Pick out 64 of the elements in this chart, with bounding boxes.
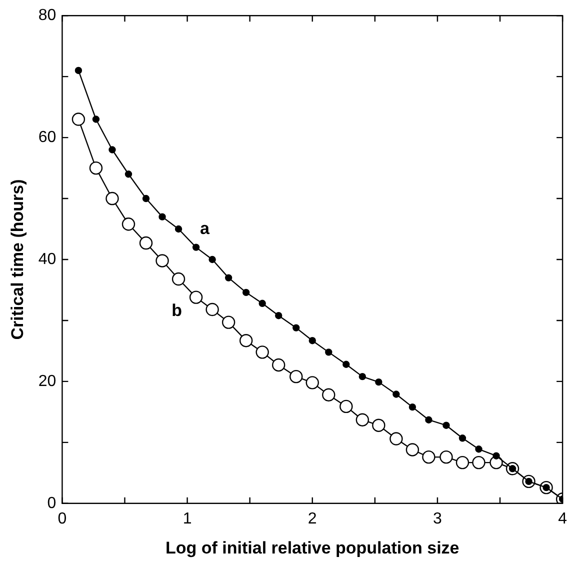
x-axis-title: Log of initial relative population size bbox=[166, 538, 460, 558]
point bbox=[74, 66, 82, 74]
point bbox=[390, 432, 403, 446]
point bbox=[458, 434, 466, 442]
y-tick-label: 60 bbox=[38, 128, 56, 146]
point bbox=[206, 302, 219, 316]
point bbox=[425, 416, 432, 424]
point bbox=[290, 370, 303, 384]
point bbox=[156, 254, 169, 268]
point bbox=[472, 456, 486, 470]
point bbox=[442, 422, 450, 429]
point bbox=[142, 194, 150, 202]
point bbox=[492, 452, 500, 460]
y-tick-label: 40 bbox=[38, 250, 56, 268]
point bbox=[242, 288, 250, 296]
point bbox=[275, 312, 282, 320]
point bbox=[108, 146, 116, 154]
point bbox=[222, 316, 236, 329]
point bbox=[272, 358, 286, 372]
point bbox=[372, 418, 386, 432]
series-label: a bbox=[200, 218, 210, 238]
point bbox=[92, 116, 100, 123]
point bbox=[358, 372, 366, 380]
point bbox=[392, 390, 400, 398]
point bbox=[306, 376, 319, 390]
point bbox=[124, 170, 132, 178]
point bbox=[172, 272, 186, 286]
x-tick-label: 4 bbox=[558, 510, 568, 528]
series-label: b bbox=[172, 300, 182, 320]
x-tick-label: 3 bbox=[433, 510, 442, 528]
point bbox=[342, 360, 350, 368]
point bbox=[422, 450, 436, 464]
point bbox=[475, 446, 482, 453]
point bbox=[258, 300, 266, 307]
point bbox=[406, 443, 420, 456]
point bbox=[325, 348, 332, 356]
point bbox=[174, 225, 182, 233]
point bbox=[122, 218, 136, 231]
point bbox=[239, 334, 253, 348]
point bbox=[158, 213, 166, 220]
point bbox=[340, 400, 353, 414]
point bbox=[208, 256, 216, 264]
point bbox=[322, 388, 336, 402]
point bbox=[408, 403, 416, 411]
point bbox=[356, 413, 370, 426]
point bbox=[375, 378, 382, 386]
point bbox=[292, 324, 300, 332]
x-tick-label: 2 bbox=[308, 510, 317, 528]
point bbox=[440, 450, 453, 464]
point bbox=[308, 336, 316, 344]
point bbox=[224, 274, 232, 282]
point bbox=[106, 192, 119, 206]
y-axis-title: Critical time (hours) bbox=[8, 179, 27, 340]
y-tick-label: 80 bbox=[38, 7, 56, 24]
x-tick-label: 1 bbox=[182, 510, 192, 528]
point bbox=[189, 290, 203, 304]
point bbox=[139, 236, 153, 250]
point bbox=[456, 456, 470, 470]
point bbox=[192, 244, 200, 251]
point bbox=[89, 161, 103, 175]
y-tick-label: 20 bbox=[38, 372, 56, 390]
point bbox=[72, 112, 86, 126]
point bbox=[256, 346, 269, 359]
y-tick-label: 0 bbox=[47, 494, 56, 512]
